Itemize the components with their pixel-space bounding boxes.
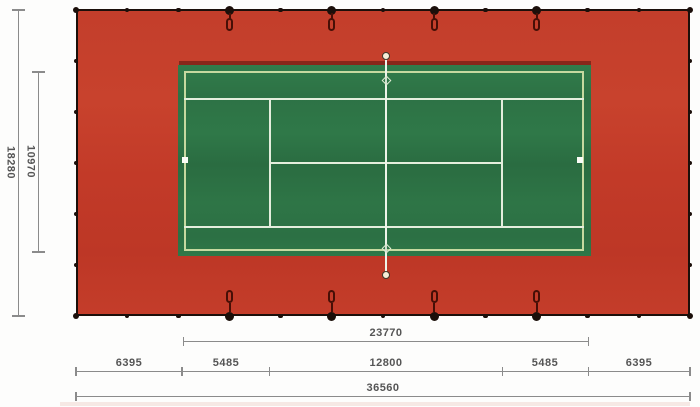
scan-artifact-strip <box>60 402 690 406</box>
dim-label-baseline-to-service-left: 5485 <box>212 357 240 369</box>
dim-tick <box>689 391 691 401</box>
dim-label-runback-left: 6395 <box>115 357 143 369</box>
dim-tick <box>32 251 45 253</box>
dim-line-overall-length <box>76 395 690 397</box>
court-surface-green <box>178 65 591 256</box>
dim-tick <box>689 366 691 376</box>
dim-label-service-to-service: 12800 <box>369 357 403 369</box>
dim-tick <box>268 366 271 376</box>
dim-tick <box>12 9 25 11</box>
dim-tick <box>12 315 25 317</box>
baseline-center-mark-right <box>577 157 583 163</box>
dim-label-court-width: 10970 <box>24 144 37 179</box>
dim-tick <box>75 366 77 376</box>
dim-tick <box>587 366 590 376</box>
dim-line-overall-width <box>18 10 19 316</box>
baseline-center-mark-left <box>182 157 188 163</box>
dim-label-overall-length: 36560 <box>366 382 400 394</box>
dim-label-overall-width: 18280 <box>4 145 17 180</box>
net-post-knob-top-icon <box>382 52 390 60</box>
singles-sideline-top <box>184 98 584 100</box>
dim-line-segments <box>76 370 690 372</box>
net-post-knob-bottom-icon <box>382 271 390 279</box>
dim-label-baseline-to-service-right: 5485 <box>531 357 559 369</box>
dim-tick <box>181 366 183 376</box>
dim-tick <box>75 391 77 401</box>
dim-line-court-width <box>38 72 39 252</box>
net-axis-line <box>385 56 387 275</box>
dim-tick <box>501 366 504 376</box>
dim-tick <box>587 336 590 346</box>
dim-label-runback-right: 6395 <box>625 357 653 369</box>
dim-tick <box>182 336 185 346</box>
dim-label-court-length: 23770 <box>369 327 403 339</box>
dim-line-court-length <box>183 340 589 342</box>
dim-tick <box>32 71 45 73</box>
singles-sideline-bottom <box>184 226 584 228</box>
